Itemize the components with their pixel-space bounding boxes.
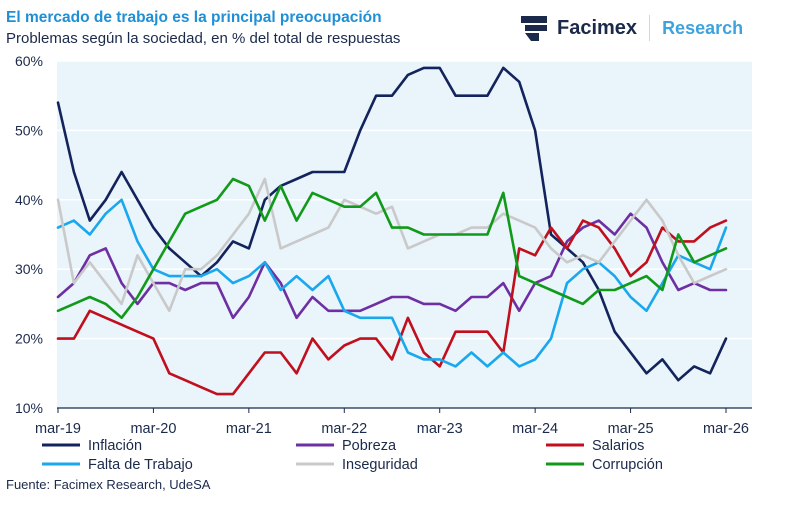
facimex-logo-icon bbox=[521, 16, 547, 41]
gridlines bbox=[57, 60, 752, 340]
y-tick-label: 60% bbox=[15, 53, 43, 69]
y-tick-label: 20% bbox=[15, 331, 43, 347]
series-line-falta-de-trabajo bbox=[56, 198, 728, 368]
x-tick-label: mar-26 bbox=[703, 421, 749, 437]
x-tick-label: mar-19 bbox=[35, 421, 81, 437]
y-tick-label: 50% bbox=[15, 122, 43, 138]
source-note: Fuente: Facimex Research, UdeSA bbox=[6, 477, 211, 492]
logo-tagline: Research bbox=[662, 17, 744, 38]
legend-label: Inflación bbox=[88, 438, 142, 454]
facimex-logo: Facimex Research bbox=[519, 10, 743, 46]
series-line-pobreza bbox=[56, 212, 728, 320]
x-tick-label: mar-25 bbox=[608, 421, 654, 437]
legend-label: Inseguridad bbox=[342, 457, 418, 473]
series-line-inflaci-n bbox=[56, 66, 728, 382]
series-line-corrupci-n bbox=[56, 177, 728, 320]
series-line-salarios bbox=[56, 219, 728, 396]
x-tick-label: mar-22 bbox=[321, 421, 367, 437]
chart-subtitle: Problemas según la sociedad, en % del to… bbox=[6, 30, 401, 47]
x-axis-ticks: mar-19 mar-20 mar-21 mar-22 mar-23 mar-24 mar-… bbox=[35, 408, 749, 437]
x-tick-label: mar-23 bbox=[417, 421, 463, 437]
chart-title: El mercado de trabajo es la principal pr… bbox=[6, 9, 382, 26]
legend-label: Falta de Trabajo bbox=[88, 457, 193, 473]
y-axis-tick-labels: 10% 20% 30% 40% 50% 60% bbox=[15, 53, 43, 416]
logo-brand: Facimex bbox=[557, 16, 638, 39]
legend: Inflación Pobreza Salarios Falta de Trabajo… bbox=[42, 438, 663, 473]
x-tick-label: mar-20 bbox=[130, 421, 176, 437]
y-tick-label: 10% bbox=[15, 400, 43, 416]
legend-label: Pobreza bbox=[342, 438, 397, 454]
y-tick-label: 30% bbox=[15, 261, 43, 277]
series-line-inseguridad bbox=[56, 177, 728, 313]
x-tick-label: mar-21 bbox=[226, 421, 272, 437]
x-tick-label: mar-24 bbox=[512, 421, 558, 437]
legend-label: Salarios bbox=[592, 438, 644, 454]
series-lines bbox=[56, 66, 728, 396]
y-tick-label: 40% bbox=[15, 192, 43, 208]
legend-label: Corrupción bbox=[592, 457, 663, 473]
logo-divider bbox=[649, 15, 651, 41]
